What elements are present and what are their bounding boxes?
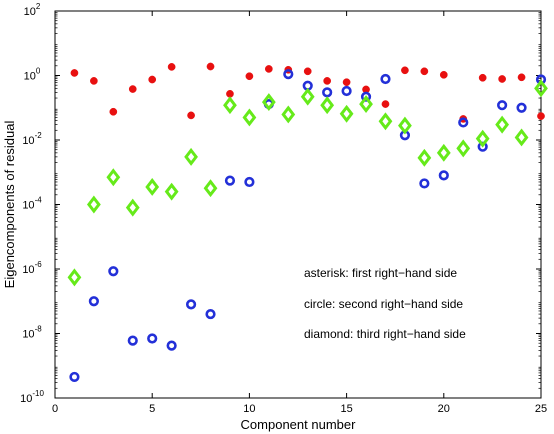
- diamond-point: [184, 147, 198, 166]
- diamond-point: [145, 177, 160, 196]
- x-tick-label: 5: [149, 403, 155, 415]
- circle-point: [147, 333, 158, 344]
- asterisk-point: [303, 67, 312, 76]
- series-annotation: circle: second right−hand side: [304, 297, 463, 311]
- y-tick-label: 102: [24, 2, 41, 18]
- asterisk-point: [517, 73, 526, 82]
- circle-point: [108, 266, 119, 277]
- diamond-point: [456, 139, 471, 158]
- circle-point: [244, 176, 255, 188]
- diamond-point: [203, 179, 218, 198]
- diamond-point: [359, 95, 373, 114]
- y-tick-label: 100: [24, 67, 41, 83]
- y-tick-label: 10-4: [22, 196, 42, 212]
- circle-point: [360, 91, 372, 102]
- diamond-point: [378, 112, 393, 131]
- diamond-point: [281, 105, 296, 124]
- asterisk-point: [245, 72, 254, 81]
- circle-point: [224, 175, 236, 186]
- asterisk-point: [264, 65, 273, 73]
- series-annotation: diamond: third right−hand side: [304, 327, 466, 341]
- circle-point: [380, 73, 391, 85]
- asterisk-point: [148, 75, 157, 84]
- diamond-point: [223, 96, 237, 115]
- asterisk-point: [206, 62, 215, 71]
- asterisk-point: [187, 111, 195, 120]
- diamond-point: [320, 96, 335, 115]
- circle-point: [458, 117, 469, 128]
- y-tick-label: 10-6: [22, 260, 42, 276]
- diamond-point: [475, 129, 490, 148]
- series-annotation: asterisk: first right−hand side: [304, 266, 457, 280]
- diamond-point: [436, 143, 451, 162]
- x-tick-label: 15: [340, 403, 352, 415]
- circle-point: [185, 299, 197, 310]
- asterisk-point: [439, 70, 448, 79]
- circle-point: [166, 340, 177, 351]
- asterisk-point: [90, 77, 98, 85]
- diamond-point: [300, 87, 315, 106]
- diamond-point: [164, 182, 179, 201]
- diamond-point: [125, 198, 140, 217]
- asterisk-point: [401, 66, 409, 75]
- circle-point: [438, 170, 449, 181]
- circle-point: [69, 371, 80, 383]
- asterisk-point: [109, 107, 118, 116]
- asterisk-point: [167, 63, 176, 71]
- asterisk-point: [70, 69, 79, 77]
- y-tick-label: 10-8: [22, 325, 42, 341]
- asterisk-point: [478, 73, 487, 82]
- diamond-point: [86, 195, 101, 214]
- diamond-point: [261, 93, 276, 112]
- x-tick-label: 0: [52, 403, 58, 415]
- y-axis-title: Eigencomponents of residual: [2, 121, 17, 289]
- y-tick-label: 10-2: [22, 131, 42, 147]
- circle-point: [88, 296, 99, 307]
- circle-point: [497, 100, 508, 111]
- circle-point: [205, 308, 216, 320]
- diamond-point: [67, 268, 82, 287]
- x-tick-label: 20: [438, 403, 450, 415]
- circle-point: [419, 178, 430, 189]
- asterisk-point: [342, 78, 351, 87]
- circle-point: [127, 335, 138, 346]
- asterisk-point: [498, 75, 506, 83]
- diamond-point: [106, 168, 121, 187]
- diamond-point: [495, 115, 510, 134]
- diamond-point: [514, 128, 529, 147]
- circle-point: [516, 102, 527, 113]
- circle-point: [283, 69, 294, 80]
- asterisk-point: [420, 67, 429, 76]
- asterisk-point: [128, 85, 137, 93]
- diamond-point: [242, 108, 257, 127]
- diamond-point: [339, 104, 354, 123]
- x-tick-label: 25: [535, 403, 547, 415]
- y-tick-label: 10-10: [20, 389, 44, 405]
- circle-point: [322, 87, 333, 98]
- diamond-point: [417, 148, 432, 167]
- asterisk-point: [537, 112, 545, 120]
- diamond-point: [534, 79, 548, 98]
- x-axis-title: Component number: [241, 417, 357, 432]
- asterisk-point: [381, 100, 390, 108]
- diamond-point: [398, 116, 412, 135]
- circle-point: [341, 85, 352, 97]
- asterisk-point: [323, 77, 332, 85]
- x-tick-label: 10: [243, 403, 255, 415]
